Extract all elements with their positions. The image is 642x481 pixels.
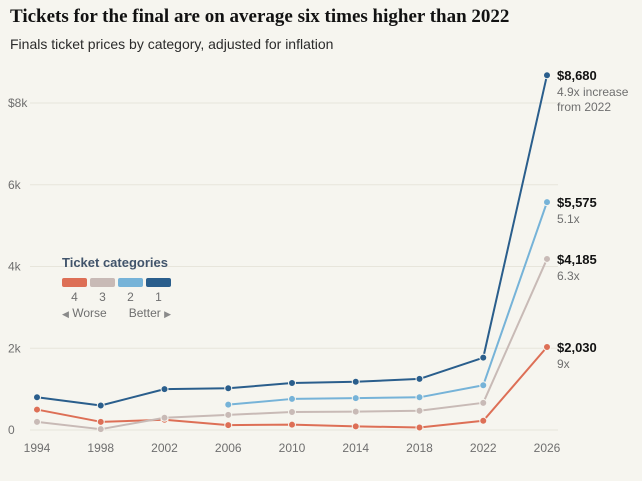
svg-text:2006: 2006 [215, 441, 242, 455]
svg-text:2026: 2026 [534, 441, 561, 455]
legend-number-4: 4 [71, 290, 78, 304]
legend-swatch-category-2 [118, 278, 143, 287]
legend-swatch-category-3 [90, 278, 115, 287]
legend-title: Ticket categories [62, 255, 168, 270]
end-label-category-1: $8,680 4.9x increase from 2022 [557, 68, 642, 115]
left-arrow-icon: ◀ [62, 309, 69, 319]
legend-number-3: 3 [99, 290, 106, 304]
legend-number-1: 1 [155, 290, 162, 304]
svg-text:2k: 2k [8, 341, 22, 355]
svg-text:1998: 1998 [87, 441, 114, 455]
end-value-category-1: $8,680 [557, 68, 597, 83]
legend: Ticket categories 4 3 2 1 ◀ Worse Better… [62, 255, 192, 320]
svg-text:6k: 6k [8, 178, 22, 192]
svg-text:2010: 2010 [279, 441, 306, 455]
page-subtitle: Finals ticket prices by category, adjust… [10, 36, 334, 52]
legend-number-2: 2 [127, 290, 134, 304]
svg-text:2022: 2022 [470, 441, 497, 455]
end-note-category-2: 5.1x [557, 212, 580, 227]
svg-text:2002: 2002 [151, 441, 178, 455]
legend-direction-labels: ◀ Worse Better ▶ [62, 306, 171, 320]
end-note-category-4: 9x [557, 357, 570, 372]
end-value-category-2: $5,575 [557, 195, 597, 210]
end-value-category-3: $4,185 [557, 252, 597, 267]
better-label: Better ▶ [128, 306, 171, 320]
legend-swatch-category-4 [62, 278, 87, 287]
legend-swatch-category-1 [146, 278, 171, 287]
end-note-category-3: 6.3x [557, 269, 580, 284]
end-label-category-3: $4,185 6.3x [557, 252, 642, 284]
end-label-category-4: $2,030 9x [557, 340, 642, 372]
end-value-category-4: $2,030 [557, 340, 597, 355]
svg-text:1994: 1994 [24, 441, 51, 455]
worse-label: ◀ Worse [62, 306, 107, 320]
svg-text:2014: 2014 [342, 441, 369, 455]
svg-text:$8k: $8k [8, 96, 28, 110]
svg-text:4k: 4k [8, 260, 22, 274]
svg-text:0: 0 [8, 423, 15, 437]
svg-text:2018: 2018 [406, 441, 433, 455]
end-label-category-2: $5,575 5.1x [557, 195, 642, 227]
page-title: Tickets for the final are on average six… [10, 6, 510, 27]
end-note-category-1: 4.9x increase from 2022 [557, 85, 629, 115]
legend-swatches [62, 278, 192, 287]
legend-category-numbers: 4 3 2 1 [62, 290, 192, 304]
right-arrow-icon: ▶ [164, 309, 171, 319]
